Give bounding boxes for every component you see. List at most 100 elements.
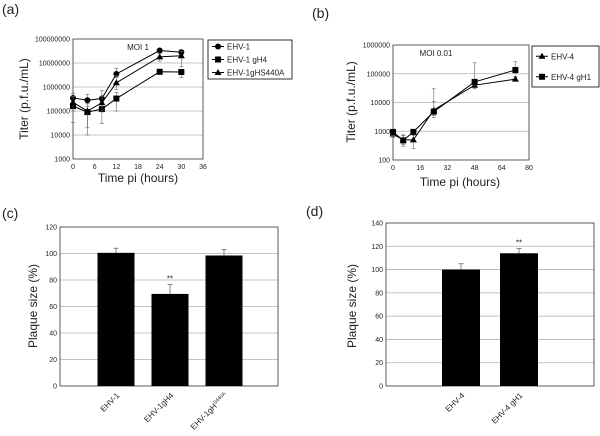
bar — [151, 293, 189, 386]
panel-label: (a) — [2, 1, 19, 17]
legend-marker — [214, 69, 222, 75]
moi-annotation: MOI 0.01 — [420, 49, 453, 58]
category-name: EHV-4 gH1 — [490, 391, 525, 426]
data-point — [113, 95, 120, 102]
data-point — [400, 137, 407, 144]
legend-entry: EHV-1 gH4 — [227, 56, 268, 65]
y-tick-label: 40 — [49, 331, 57, 338]
data-point — [511, 75, 519, 82]
legend-marker — [215, 43, 221, 50]
y-tick-label: 10000 — [51, 133, 71, 140]
legend-entry: EHV-4 — [551, 52, 575, 61]
x-tick-label: 12 — [112, 164, 120, 171]
x-tick-label: 64 — [498, 165, 506, 172]
y-tick-label: 1000 — [54, 157, 70, 164]
panel-label: (b) — [312, 5, 329, 21]
y-tick-label: 60 — [375, 314, 383, 321]
y-axis-label: Plaque size (%) — [26, 264, 40, 348]
y-tick-label: 1000000 — [363, 43, 390, 50]
panel-label: (d) — [306, 203, 323, 219]
y-tick-label: 0 — [379, 384, 383, 391]
y-tick-label: 100 — [378, 158, 390, 165]
y-tick-label: 10000000 — [39, 61, 70, 68]
x-tick-label: 0 — [391, 165, 395, 172]
x-tick-label: 18 — [134, 164, 142, 171]
legend-entry: EHV-1gHS440A — [227, 69, 285, 78]
series-line — [72, 71, 182, 113]
data-point — [83, 107, 91, 114]
panel-a: (a) 1000 10000 100000 1000000 10000000 1000000… — [2, 1, 293, 185]
x-tick-label: 0 — [71, 164, 75, 171]
x-tick-label: 24 — [156, 164, 164, 171]
y-tick-label: 40 — [375, 337, 383, 344]
series-line — [72, 50, 182, 101]
category-name: EHV-1gH4 — [142, 391, 175, 424]
data-point — [390, 128, 396, 135]
plot-frame — [392, 44, 530, 161]
category-name: EHV-4 — [444, 391, 467, 414]
bar — [500, 253, 538, 386]
data-point — [156, 47, 163, 54]
y-tick-label: 1000000 — [43, 85, 70, 92]
legend-marker — [538, 52, 546, 59]
y-tick-label: 80 — [49, 278, 57, 285]
x-axis-label: Time pi (hours) — [420, 175, 500, 189]
data-point — [409, 136, 417, 143]
legend: EHV-1 EHV-1 gH4 EHV-1gHS440A — [207, 39, 293, 80]
x-axis-label: Time pi (hours) — [98, 171, 178, 185]
panel-label: (c) — [2, 205, 18, 221]
legend-entry: EHV-4 gH1 — [551, 73, 592, 82]
x-tick-label: 16 — [416, 165, 424, 172]
x-tick-label: 48 — [471, 165, 479, 172]
y-tick-label: 100000 — [47, 109, 70, 116]
x-category-label: EHV-1gH4 — [142, 391, 175, 424]
data-point — [98, 99, 106, 106]
category-name: EHV-1gH — [189, 402, 219, 432]
data-point — [512, 67, 519, 74]
data-point — [177, 52, 185, 59]
series-line — [72, 55, 182, 112]
panel-d: (d) 0 20 40 60 80 100 120 140 Plaque size (%) EHV-… — [306, 203, 595, 426]
category-name: EHV-1 — [99, 391, 122, 414]
x-tick-label: 30 — [177, 164, 185, 171]
x-tick-label: 80 — [525, 165, 533, 172]
y-tick-label: 10000 — [371, 100, 391, 107]
legend: EHV-4 EHV-4 gH1 — [531, 45, 600, 88]
data-point — [84, 97, 91, 104]
y-tick-label: 80 — [375, 290, 383, 297]
y-tick-label: 1000 — [374, 129, 390, 136]
y-tick-label: 100 — [45, 251, 57, 258]
y-axis-label: Plaque size (%) — [345, 264, 359, 348]
series-ehv-4 — [389, 75, 519, 149]
series-ehv-1ghs440a — [69, 51, 185, 129]
y-axis-label: Titer (p.f.u./mL) — [344, 61, 358, 143]
x-tick-label: 6 — [93, 164, 97, 171]
legend-marker — [215, 56, 221, 63]
x-category-label: EHV-1gHS440A — [189, 391, 230, 432]
data-point — [156, 53, 164, 60]
panel-c: (c) 0 20 40 60 80 100 120 Plaque size (%) EHV-1 **… — [2, 205, 279, 432]
data-point — [178, 69, 185, 76]
x-category-label: EHV-4 — [444, 391, 467, 414]
data-point — [112, 79, 120, 86]
data-point — [471, 78, 478, 85]
bar — [442, 269, 480, 386]
y-tick-label: 120 — [371, 244, 383, 251]
series-ehv-1 — [70, 47, 185, 105]
bar — [97, 252, 135, 386]
y-tick-label: 20 — [375, 360, 383, 367]
legend-marker — [539, 73, 545, 80]
data-point — [410, 128, 417, 135]
y-tick-label: 100000000 — [35, 37, 70, 44]
data-point — [69, 98, 77, 105]
series-ehv-4-gh1 — [390, 61, 519, 147]
y-tick-label: 100000 — [367, 71, 390, 78]
x-category-label: EHV-1 — [99, 391, 122, 414]
legend-box — [531, 45, 600, 88]
x-tick-label: 36 — [199, 164, 207, 171]
x-tick-label: 32 — [444, 165, 452, 172]
y-tick-label: 60 — [49, 304, 57, 311]
bar — [205, 255, 243, 386]
y-tick-label: 20 — [49, 357, 57, 364]
